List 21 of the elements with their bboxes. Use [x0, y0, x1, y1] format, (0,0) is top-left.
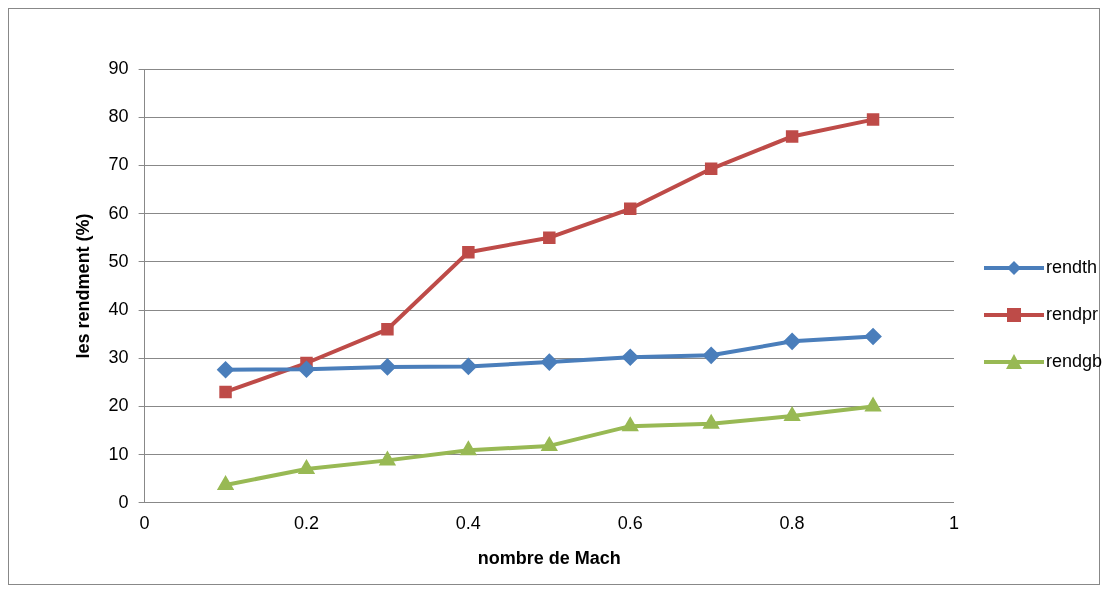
x-tick-label: 0 [139, 512, 150, 533]
y-tick-label: 60 [108, 202, 129, 223]
y-tick-label: 80 [108, 106, 129, 127]
y-tick-label: 0 [118, 491, 129, 512]
y-axis-title: les rendment (%) [72, 213, 93, 359]
y-tick-label: 30 [108, 347, 129, 368]
x-tick-label: 0.6 [617, 512, 643, 533]
legend-label: rendpr [1046, 304, 1099, 325]
y-tick-label: 70 [108, 154, 129, 175]
x-tick-label: 0.8 [779, 512, 805, 533]
y-tick-label: 20 [108, 395, 129, 416]
x-tick-label: 1 [948, 512, 959, 533]
x-axis-title: nombre de Mach [477, 548, 621, 569]
y-tick-label: 50 [108, 250, 129, 271]
x-tick-label: 0.4 [455, 512, 481, 533]
x-tick-label: 0.2 [293, 512, 320, 533]
legend-label: rendth [1046, 257, 1098, 278]
y-tick-label: 90 [108, 57, 129, 78]
y-tick-label: 10 [108, 443, 129, 464]
y-tick-label: 40 [108, 298, 129, 319]
legend-label: rendgb [1046, 351, 1103, 372]
